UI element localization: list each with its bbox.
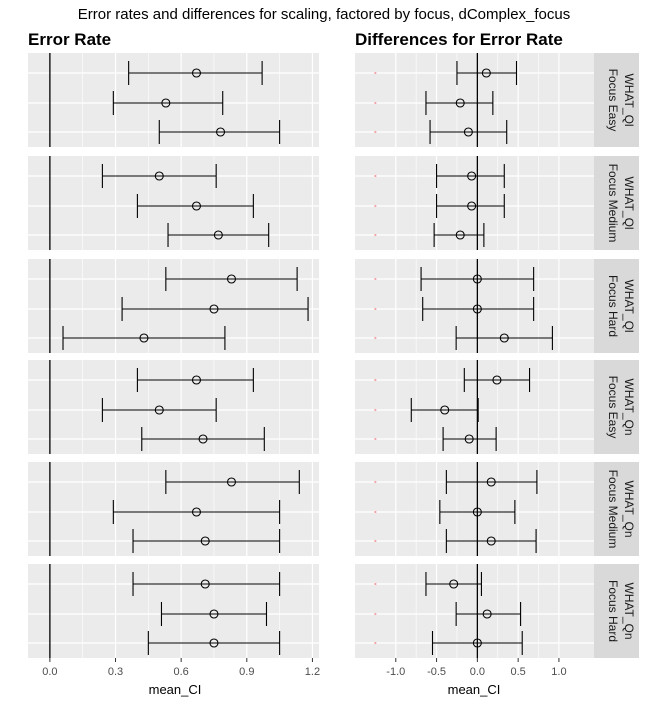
right-panel-background <box>355 564 594 658</box>
right-mean-point <box>492 375 502 385</box>
facet-strip-label-question: WHAT_Qn <box>622 582 636 639</box>
right-x-tick-label: -1.0 <box>386 666 405 678</box>
right-mean-point <box>486 536 496 546</box>
left-mean-point <box>213 230 223 240</box>
facet-strip <box>594 462 639 556</box>
facet-strip-label-focus: Focus Medium <box>606 470 620 549</box>
facet-strip <box>594 53 639 147</box>
right-mean-point <box>472 304 482 314</box>
left-mean-point <box>154 171 164 181</box>
right-faint-marker <box>374 480 377 484</box>
right-faint-marker <box>374 336 377 340</box>
right-x-tick-label: 0.5 <box>510 666 525 678</box>
facet-strip-label-focus: Focus Hard <box>606 580 620 642</box>
left-panel-background <box>28 564 319 658</box>
facet-strip-label-question: WHAT_Qn <box>622 480 636 537</box>
right-mean-point <box>449 579 459 589</box>
left-panel-background <box>28 156 319 250</box>
facet-strip-label-focus: Focus Medium <box>606 164 620 243</box>
left-x-tick-label: 0.6 <box>174 666 189 678</box>
left-panel-background <box>28 360 319 454</box>
right-mean-point <box>463 127 473 137</box>
right-faint-marker <box>374 233 377 237</box>
left-mean-point <box>215 127 226 137</box>
right-mean-point <box>467 201 477 211</box>
right-mean-point <box>472 274 482 284</box>
right-faint-marker <box>374 130 377 134</box>
right-faint-marker <box>374 539 377 543</box>
right-faint-marker <box>374 71 377 75</box>
right-mean-point <box>464 434 474 444</box>
facet-strip <box>594 259 639 353</box>
left-x-tick-label: 0.0 <box>42 666 57 678</box>
figure-title: Error rates and differences for scaling,… <box>78 6 570 23</box>
right-chart-title: Differences for Error Rate <box>355 30 563 49</box>
left-mean-point <box>191 201 202 211</box>
right-x-axis-label: mean_CI <box>448 682 501 697</box>
left-mean-point <box>226 274 237 284</box>
facet-strip-label-focus: Focus Hard <box>606 275 620 337</box>
right-faint-marker <box>374 612 377 616</box>
left-panel-background <box>28 259 319 353</box>
left-mean-point <box>161 98 171 108</box>
facet-strip-label-focus: Focus Easy <box>606 376 620 439</box>
facet-strip <box>594 156 639 250</box>
facet-strip-label-focus: Focus Easy <box>606 69 620 132</box>
right-panel-background <box>355 53 594 147</box>
facet-strip-label-question: WHAT_Ql <box>622 73 636 126</box>
right-mean-point <box>467 171 477 181</box>
left-mean-point <box>154 405 164 415</box>
left-mean-point <box>209 638 219 648</box>
left-x-axis-label: mean_CI <box>149 682 202 697</box>
facet-strip-label-question: WHAT_Qn <box>622 378 636 435</box>
right-panel-background <box>355 360 594 454</box>
left-panel-background <box>28 53 319 147</box>
right-faint-marker <box>374 641 377 645</box>
left-mean-point <box>200 536 210 546</box>
facet-strip <box>594 564 639 658</box>
right-faint-marker <box>374 510 377 514</box>
left-mean-point <box>226 477 237 487</box>
right-faint-marker <box>374 101 377 105</box>
right-x-tick-label: 1.0 <box>551 666 566 678</box>
right-x-tick-label: -0.5 <box>427 666 446 678</box>
left-mean-point <box>139 333 149 343</box>
left-mean-point <box>209 304 219 314</box>
right-faint-marker <box>374 174 377 178</box>
right-mean-point <box>472 507 482 517</box>
right-faint-marker <box>374 204 377 208</box>
left-mean-point <box>200 579 210 589</box>
right-mean-point <box>440 405 450 415</box>
right-mean-point <box>455 98 465 108</box>
right-faint-marker <box>374 277 377 281</box>
right-faint-marker <box>374 378 377 382</box>
right-faint-marker <box>374 437 377 441</box>
right-mean-point <box>481 68 491 78</box>
right-mean-point <box>486 477 496 487</box>
left-mean-point <box>198 434 208 444</box>
left-x-tick-label: 0.3 <box>108 666 123 678</box>
right-mean-point <box>472 638 482 648</box>
facet-strip-label-question: WHAT_Ql <box>622 279 636 332</box>
left-mean-point <box>209 609 219 619</box>
right-mean-point <box>455 230 465 240</box>
right-faint-marker <box>374 582 377 586</box>
left-mean-point <box>191 375 202 385</box>
right-x-tick-label: 0.0 <box>470 666 485 678</box>
left-x-tick-label: 1.2 <box>305 666 320 678</box>
left-x-tick-label: 0.9 <box>239 666 254 678</box>
left-panel-background <box>28 462 319 556</box>
left-mean-point <box>191 507 202 517</box>
right-faint-marker <box>374 408 377 412</box>
right-mean-point <box>499 333 509 343</box>
right-faint-marker <box>374 307 377 311</box>
left-mean-point <box>191 68 202 78</box>
right-mean-point <box>482 609 492 619</box>
facet-strip <box>594 360 639 454</box>
left-chart-title: Error Rate <box>28 30 111 49</box>
facet-strip-label-question: WHAT_Ql <box>622 176 636 229</box>
